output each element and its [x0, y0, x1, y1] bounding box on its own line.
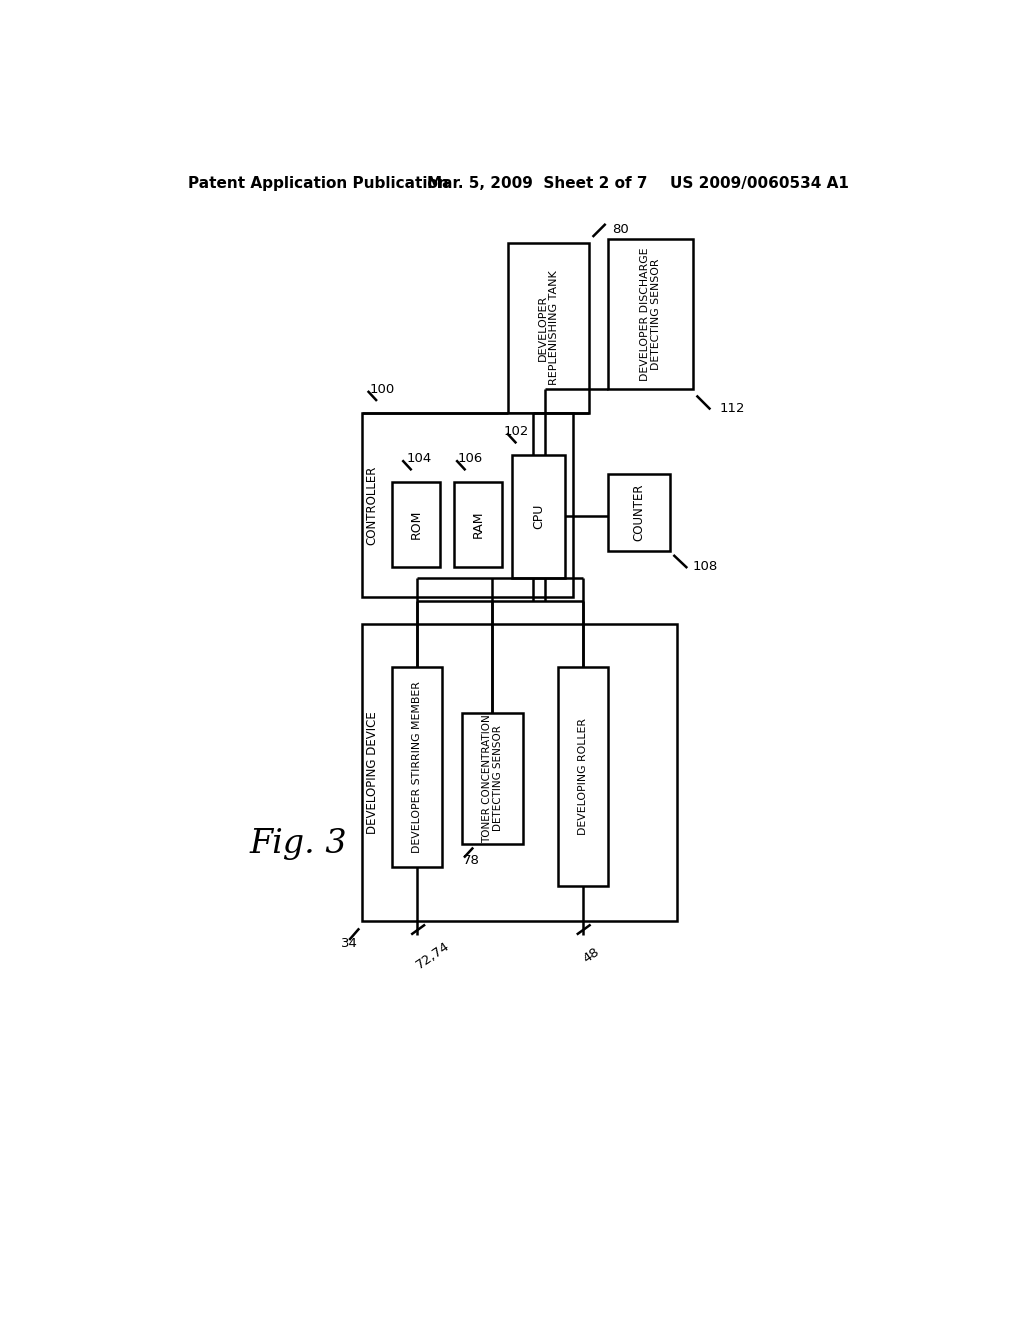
Bar	[608, 239, 692, 389]
Text: Patent Application Publication: Patent Application Publication	[188, 177, 450, 191]
Text: DEVELOPER DISCHARGE
DETECTING SENSOR: DEVELOPER DISCHARGE DETECTING SENSOR	[640, 248, 662, 381]
Text: CONTROLLER: CONTROLLER	[366, 465, 379, 545]
Text: 104: 104	[407, 453, 431, 465]
Text: DEVELOPER STIRRING MEMBER: DEVELOPER STIRRING MEMBER	[413, 681, 422, 853]
Text: RAM: RAM	[471, 511, 484, 539]
Text: 80: 80	[611, 223, 629, 236]
Text: TONER CONCENTRATION
DETECTING SENSOR: TONER CONCENTRATION DETECTING SENSOR	[481, 714, 503, 842]
Bar	[361, 624, 677, 921]
Bar	[512, 455, 565, 578]
Bar	[508, 243, 589, 412]
Bar	[608, 474, 670, 552]
Text: DEVELOPING DEVICE: DEVELOPING DEVICE	[366, 711, 379, 834]
Text: 112: 112	[720, 403, 745, 416]
Text: 100: 100	[370, 383, 394, 396]
Text: 78: 78	[463, 854, 480, 867]
Bar	[361, 413, 573, 598]
Bar	[462, 713, 523, 843]
Text: 106: 106	[458, 453, 483, 465]
Text: DEVELOPING ROLLER: DEVELOPING ROLLER	[578, 718, 588, 834]
Text: 102: 102	[503, 425, 528, 438]
Text: Fig. 3: Fig. 3	[250, 828, 347, 859]
Text: ROM: ROM	[410, 510, 423, 539]
Bar	[454, 482, 502, 566]
Text: CPU: CPU	[532, 504, 545, 529]
Text: 108: 108	[692, 560, 718, 573]
Text: DEVELOPER
REPLENISHING TANK: DEVELOPER REPLENISHING TANK	[538, 271, 559, 385]
Bar	[392, 667, 442, 867]
Bar	[392, 482, 440, 566]
Text: 72,74: 72,74	[414, 939, 453, 972]
Text: Mar. 5, 2009  Sheet 2 of 7: Mar. 5, 2009 Sheet 2 of 7	[427, 177, 647, 191]
Text: COUNTER: COUNTER	[632, 484, 645, 541]
Bar	[558, 667, 608, 886]
Text: 34: 34	[341, 937, 357, 950]
Text: 48: 48	[581, 945, 602, 965]
Text: US 2009/0060534 A1: US 2009/0060534 A1	[670, 177, 849, 191]
